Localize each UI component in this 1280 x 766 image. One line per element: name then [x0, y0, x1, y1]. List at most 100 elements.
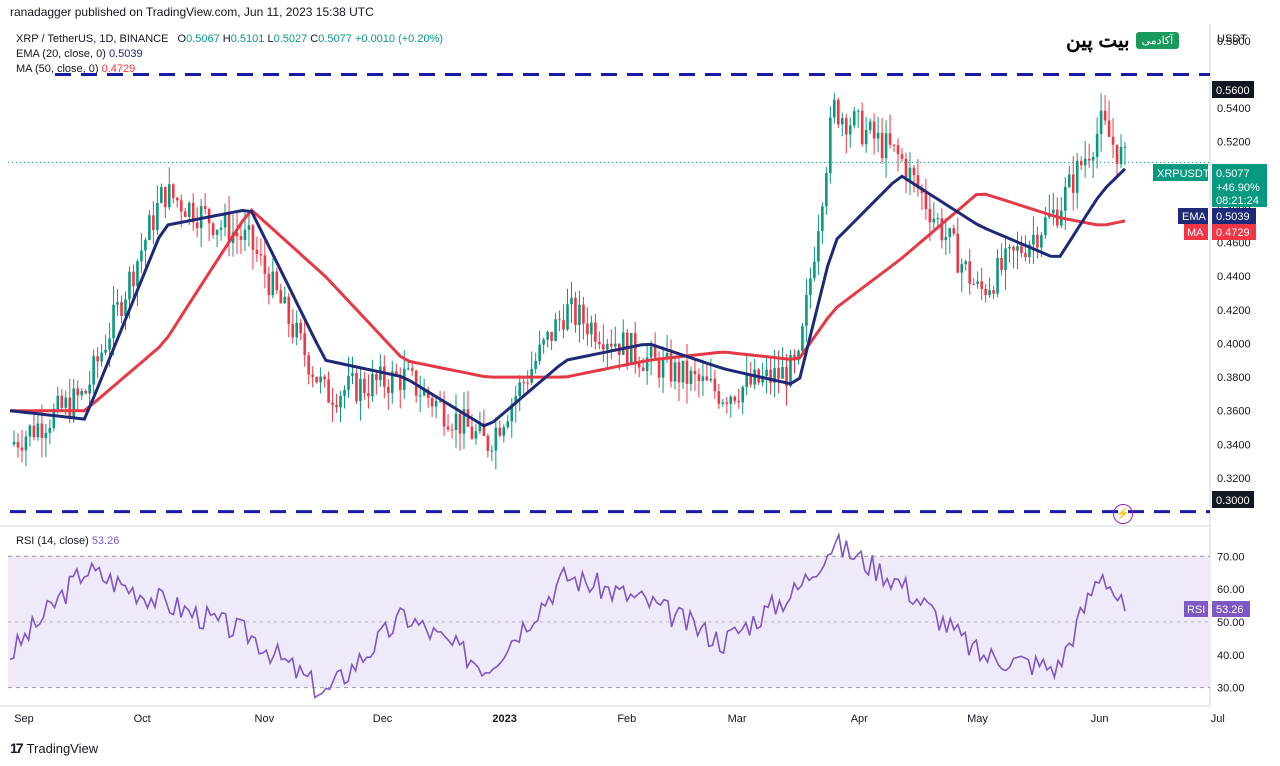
candle-body — [1071, 174, 1075, 193]
candle-body — [649, 346, 653, 358]
candle-body — [303, 333, 306, 356]
candle-body — [223, 214, 227, 228]
candle-body — [677, 362, 681, 383]
candle-body — [836, 99, 840, 125]
candle-body — [1036, 234, 1039, 248]
candle-body — [709, 378, 713, 381]
candle-body — [116, 301, 119, 305]
candle-body — [829, 117, 832, 174]
candle-body — [594, 322, 597, 342]
candle-body — [653, 346, 657, 358]
candle-body — [40, 423, 44, 438]
rsi-axis[interactable]: 70.00 60.00 50.00 40.00 30.00 — [1217, 551, 1245, 694]
candle-body — [856, 110, 860, 112]
candle-body — [1091, 157, 1095, 161]
candle-body — [621, 332, 625, 355]
candle-body — [984, 288, 987, 296]
price-tag: XRPUSDT 0.5077 +46.90% 08:21:24 — [1153, 164, 1267, 207]
price-tick-label: 0.3200 — [1217, 473, 1251, 485]
candle-body — [610, 343, 613, 347]
ma-line[interactable] — [10, 192, 1126, 413]
candle-body — [888, 133, 892, 145]
candle-body — [319, 376, 322, 383]
candle-body — [283, 296, 287, 304]
ema-tag-label: EMA — [1182, 211, 1207, 223]
candle-body — [295, 322, 299, 338]
candle-body — [1079, 160, 1083, 166]
candle-body — [315, 376, 318, 383]
candle-body — [64, 397, 68, 408]
countdown-tag-text: 08:21:24 — [1216, 195, 1259, 207]
candle-body — [797, 351, 800, 361]
legend-high: 0.5101 — [230, 33, 265, 45]
time-axis[interactable]: Sep Oct Nov Dec 2023 Feb Mar Apr May Jun Jul — [14, 713, 1225, 725]
candle-body — [327, 379, 330, 403]
candle-body — [1004, 248, 1007, 271]
candle-body — [932, 218, 936, 223]
candle-body — [140, 250, 143, 262]
candle-body — [152, 215, 155, 231]
candle-body — [243, 229, 247, 240]
rsi-legend-label[interactable]: RSI (14, close) — [16, 535, 89, 547]
candle-body — [558, 319, 561, 321]
ema-line[interactable] — [9, 167, 1127, 428]
candle-body — [383, 366, 386, 387]
candle-body — [355, 373, 358, 402]
legend-open: 0.5067 — [186, 33, 220, 45]
legend-ma-label[interactable]: MA (50, close, 0) — [16, 63, 99, 75]
resistance-tag: 0.5600 — [1212, 81, 1254, 98]
price-tick-label: 0.5200 — [1217, 137, 1251, 149]
candle-body — [112, 304, 115, 339]
candle-body — [1063, 186, 1067, 211]
rsi-line[interactable] — [9, 531, 1126, 699]
candle-body — [582, 304, 585, 324]
candle-body — [235, 232, 239, 237]
candle-body — [570, 297, 573, 305]
candle-body — [896, 145, 900, 155]
price-tick-label: 0.4600 — [1217, 238, 1251, 250]
candle-body — [522, 382, 526, 384]
candle-body — [458, 413, 462, 434]
candle-body — [518, 382, 522, 397]
candle-body — [673, 362, 677, 382]
candle-body — [968, 261, 971, 284]
lightning-icon[interactable]: ⚡ — [1113, 504, 1133, 524]
candle-body — [195, 222, 199, 229]
candle-body — [737, 400, 741, 403]
rsi-tag-value: 53.26 — [1216, 604, 1244, 616]
time-tick-label: Apr — [851, 713, 868, 725]
candle-body — [745, 374, 749, 387]
candle-body — [323, 376, 326, 380]
price-tick-label: 0.3600 — [1217, 406, 1251, 418]
candle-body — [761, 375, 764, 383]
candle-body — [1044, 217, 1047, 236]
candle-body — [661, 358, 665, 378]
candle-body — [1103, 110, 1107, 121]
tradingview-footer[interactable]: 17 TradingView — [10, 740, 98, 756]
candle-body — [478, 423, 482, 432]
currency-label: USDT — [1217, 33, 1247, 45]
candle-body — [179, 200, 183, 212]
candle-body — [136, 261, 139, 287]
candle-body — [1016, 246, 1019, 251]
time-tick-label: Feb — [617, 713, 636, 725]
candle-body — [693, 370, 697, 375]
candle-body — [1095, 133, 1099, 158]
candle-body — [84, 390, 87, 394]
candle-body — [1123, 146, 1127, 148]
price-axis[interactable]: 0.58000.54000.52000.48000.46000.44000.42… — [1217, 36, 1251, 485]
candle-body — [534, 360, 537, 369]
candle-body — [805, 294, 808, 326]
candle-body — [171, 184, 175, 198]
legend-ema-label[interactable]: EMA (20, close, 0) — [16, 48, 106, 60]
candle-body — [215, 229, 219, 235]
candle-body — [840, 118, 844, 125]
candle-body — [454, 413, 458, 430]
candle-body — [1024, 252, 1027, 258]
candle-body — [713, 378, 717, 392]
candle-body — [769, 369, 772, 383]
legend-symbol[interactable]: XRP / TetherUS, 1D, BINANCE — [16, 33, 169, 45]
candle-body — [482, 423, 486, 436]
candle-body — [227, 214, 231, 243]
